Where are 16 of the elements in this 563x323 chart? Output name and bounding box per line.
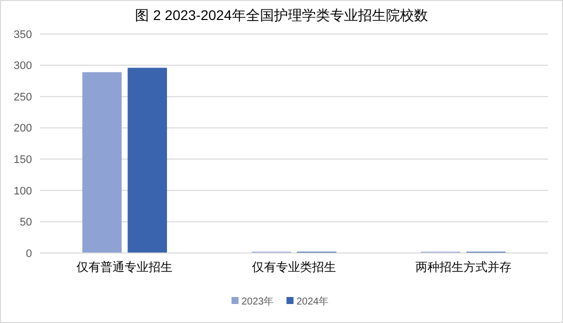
x-tick-label: 仅有专业类招生 bbox=[252, 260, 336, 274]
x-tick-label: 两种招生方式并存 bbox=[415, 260, 512, 274]
bar bbox=[82, 72, 122, 253]
legend-label: 2023年 bbox=[242, 296, 274, 308]
y-tick-label: 50 bbox=[20, 216, 32, 229]
bar bbox=[128, 68, 167, 253]
x-tick-label: 仅有普通专业招生 bbox=[76, 260, 173, 274]
y-tick-label: 0 bbox=[26, 248, 32, 260]
legend-label: 2024年 bbox=[296, 296, 329, 308]
y-tick-label: 200 bbox=[14, 122, 32, 135]
chart-title: 图 2 2023-2024年全国护理学类专业招生院校数 bbox=[135, 7, 428, 23]
y-tick-label: 100 bbox=[14, 185, 32, 198]
y-tick-label: 300 bbox=[14, 60, 32, 72]
y-tick-label: 250 bbox=[14, 91, 32, 104]
y-tick-label: 150 bbox=[14, 154, 32, 166]
y-tick-label: 350 bbox=[14, 28, 32, 41]
